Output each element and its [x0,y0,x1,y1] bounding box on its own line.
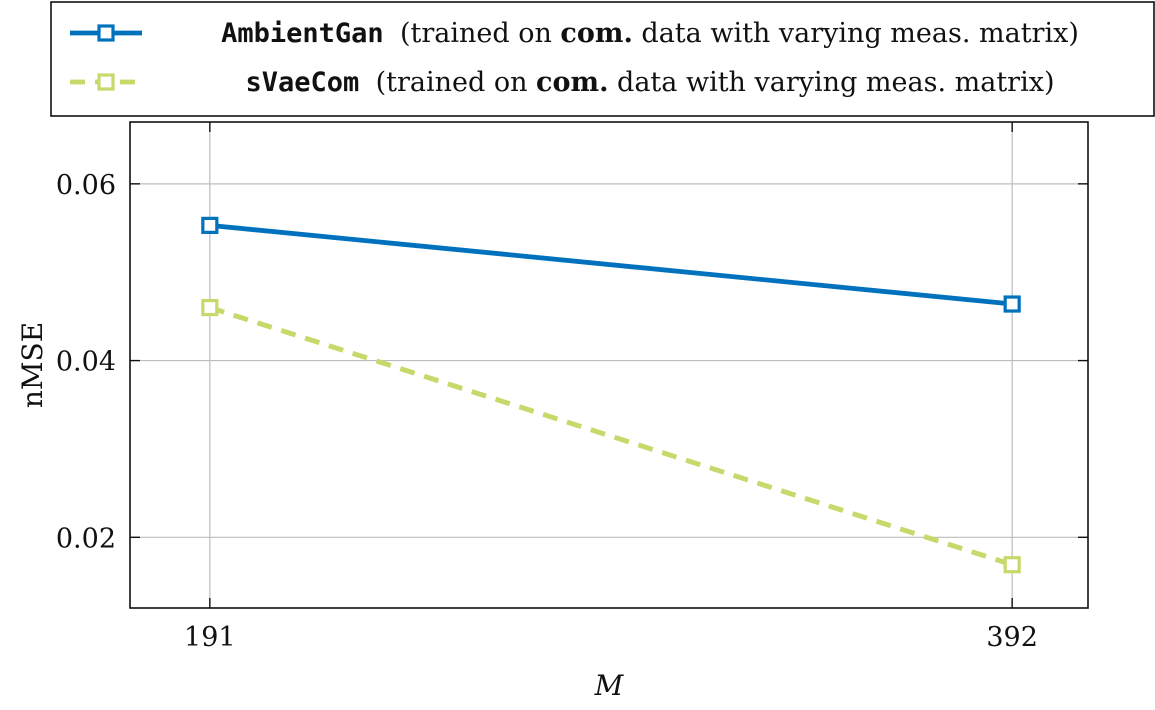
axis-ticks [130,122,1088,608]
legend-box [50,1,1155,117]
legend-text-pre: (trained on [376,67,536,98]
legend-marker [97,73,115,91]
x-tick-label: 191 [184,622,236,653]
series-line [209,305,1013,568]
series-layer [201,216,1021,574]
legend-label: AmbientGan (trained on com. data with va… [221,18,1079,49]
grid [130,122,1088,608]
y-tick-label: 0.04 [56,347,116,378]
legend-entry: AmbientGan (trained on com. data with va… [70,18,1079,49]
data-point [1003,556,1021,574]
tick-labels: 191 392 0.02 0.04 0.06 [56,170,1038,653]
legend: AmbientGan (trained on com. data with va… [50,1,1155,117]
data-point [201,298,219,317]
data-point [201,216,219,234]
legend-series-name: sVaeCom [246,67,376,98]
legend-text-post: data with varying meas. matrix) [608,67,1054,98]
legend-text-pre: (trained on [400,18,560,49]
series-AmbientGan [201,216,1021,313]
data-point [1003,295,1021,313]
legend-marker [97,24,115,42]
x-axis-label: M [594,669,625,702]
legend-label: sVaeCom (trained on com. data with varyi… [246,67,1055,98]
plot-area-frame [129,121,1089,609]
series-line [209,222,1013,307]
y-axis-label: nMSE [16,322,49,408]
legend-text-bold: com. [560,18,632,49]
series-sVaeCom [201,298,1021,574]
x-tick-label: 392 [986,622,1038,653]
legend-text-bold: com. [536,67,608,98]
y-tick-label: 0.02 [56,523,116,554]
legend-text-post: data with varying meas. matrix) [633,18,1079,49]
legend-series-name: AmbientGan [221,18,400,49]
y-tick-label: 0.06 [56,170,116,201]
legend-entry: sVaeCom (trained on com. data with varyi… [70,67,1054,98]
